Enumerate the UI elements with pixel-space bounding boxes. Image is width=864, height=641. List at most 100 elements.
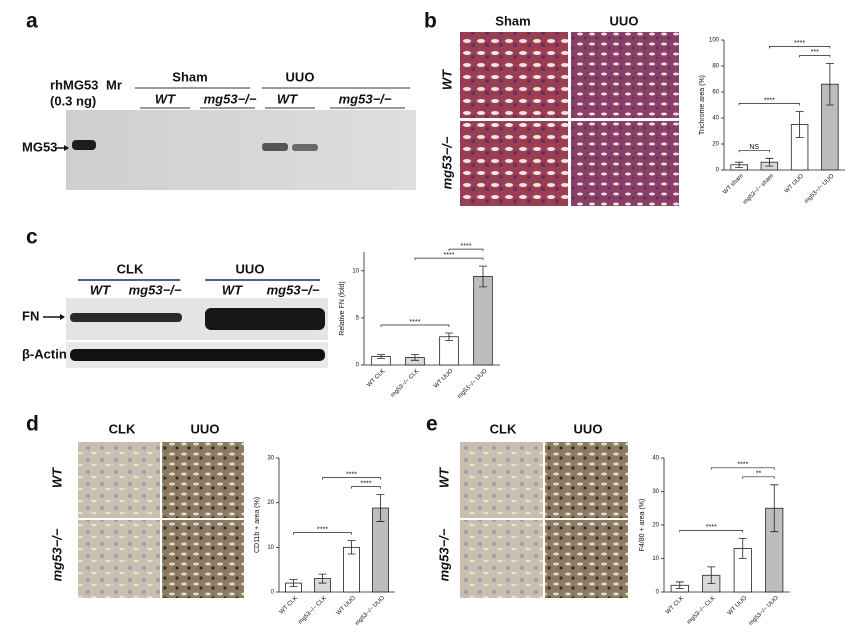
error-bar xyxy=(825,63,834,106)
y-axis-label: CD11b + area (%) xyxy=(254,497,261,553)
histology-image xyxy=(460,32,568,118)
x-tick-label: mg53−/− UUO xyxy=(457,368,489,400)
x-tick-label: WT UUO xyxy=(784,173,806,195)
error-bar xyxy=(479,265,487,288)
error-bar xyxy=(347,540,356,555)
y-tick-label: 20 xyxy=(652,523,659,529)
y-tick-label: 40 xyxy=(712,116,719,122)
column-label: CLK xyxy=(109,421,136,436)
significance-bracket xyxy=(679,530,744,533)
y-tick-label: 10 xyxy=(352,268,359,274)
y-axis-label: Trichrome area (%) xyxy=(699,75,706,135)
group-label: CLK xyxy=(117,261,144,276)
histology-image xyxy=(162,442,244,518)
band-label: β-Actin xyxy=(22,346,67,361)
blot-band xyxy=(205,308,325,330)
genotype-label: mg53−/− xyxy=(339,91,392,106)
significance-bracket xyxy=(738,103,800,106)
y-tick-label: 10 xyxy=(267,545,274,551)
y-tick-label: 20 xyxy=(712,142,719,148)
row-label: WT xyxy=(439,69,454,90)
error-bar xyxy=(675,581,684,590)
significance-label: *** xyxy=(811,49,819,56)
significance-label: **** xyxy=(737,462,748,469)
significance-bracket xyxy=(710,467,775,470)
significance-bracket xyxy=(742,476,775,479)
significance-bracket xyxy=(322,477,381,480)
row-label: WT xyxy=(49,467,64,488)
x-tick-label: WT sham xyxy=(722,173,744,195)
error-bar xyxy=(289,579,298,588)
genotype-label: WT xyxy=(155,91,176,106)
y-tick-label: 0 xyxy=(656,590,660,596)
y-tick-label: 20 xyxy=(267,500,274,506)
histology-image xyxy=(78,442,160,518)
panel-letter: a xyxy=(26,10,38,33)
y-tick-label: 60 xyxy=(712,90,719,96)
significance-bracket xyxy=(448,248,484,252)
y-tick-label: 5 xyxy=(356,315,360,321)
error-bar xyxy=(411,354,419,361)
column-label: CLK xyxy=(490,421,517,436)
panel-letter: b xyxy=(424,10,437,33)
row-label: mg53−/− xyxy=(439,136,454,189)
group-label: UUO xyxy=(286,69,315,84)
y-tick-label: 40 xyxy=(652,456,659,462)
y-axis-label: Relative FN (fold) xyxy=(339,281,346,335)
x-tick-label: mg53−/− CLK xyxy=(390,368,420,398)
x-tick-label: mg53−/− UUO xyxy=(354,595,386,627)
histology-image xyxy=(460,442,543,518)
error-bar xyxy=(376,494,385,522)
significance-bracket xyxy=(738,149,770,153)
significance-label: **** xyxy=(361,480,372,487)
x-tick-label: mg53−/− sham xyxy=(742,173,775,206)
y-tick-label: 30 xyxy=(267,456,274,462)
arrow-head xyxy=(60,314,65,320)
y-tick-label: 80 xyxy=(712,64,719,70)
histology-image xyxy=(571,32,679,118)
significance-label: **** xyxy=(317,526,328,533)
column-label: UUO xyxy=(191,421,220,436)
group-label: UUO xyxy=(236,261,265,276)
error-bar xyxy=(318,573,327,584)
bar xyxy=(439,336,459,366)
x-tick-label: WT UUO xyxy=(433,368,455,390)
standard-label: rhMG53 xyxy=(50,77,98,92)
bar xyxy=(473,276,493,366)
significance-label: **** xyxy=(410,319,421,326)
row-label: mg53−/− xyxy=(49,528,64,581)
column-label: UUO xyxy=(574,421,603,436)
x-tick-label: mg53−/− UUO xyxy=(804,173,836,205)
group-label: Sham xyxy=(172,69,207,84)
x-tick-label: WT CLK xyxy=(279,595,299,615)
blot-band xyxy=(70,313,182,322)
genotype-label: mg53−/− xyxy=(204,91,257,106)
significance-label: NS xyxy=(749,144,759,151)
arrow-head xyxy=(64,145,69,151)
blot-band xyxy=(72,140,96,150)
significance-label: ** xyxy=(756,471,762,478)
y-tick-label: 0 xyxy=(716,168,720,174)
y-tick-label: 0 xyxy=(271,590,275,596)
panel-letter: c xyxy=(26,226,38,249)
error-bar xyxy=(735,161,744,168)
blot-band xyxy=(292,144,318,151)
histology-image xyxy=(78,520,160,598)
blot-image xyxy=(66,110,416,190)
histology-image xyxy=(545,442,628,518)
error-bar xyxy=(765,157,774,167)
y-tick-label: 100 xyxy=(709,38,720,44)
x-tick-label: WT UUO xyxy=(336,595,358,617)
genotype-label: WT xyxy=(277,91,298,106)
y-tick-label: 30 xyxy=(652,489,659,495)
error-bar xyxy=(795,111,804,138)
histology-image xyxy=(571,121,679,206)
x-tick-label: mg53−/− CLK xyxy=(686,595,716,625)
histology-image xyxy=(545,520,628,598)
histology-image xyxy=(460,121,568,206)
standard-amount: (0.3 ng) xyxy=(50,93,96,108)
x-tick-label: WT CLK xyxy=(366,368,386,388)
blot-band xyxy=(70,349,325,361)
x-tick-label: WT UUO xyxy=(727,595,749,617)
